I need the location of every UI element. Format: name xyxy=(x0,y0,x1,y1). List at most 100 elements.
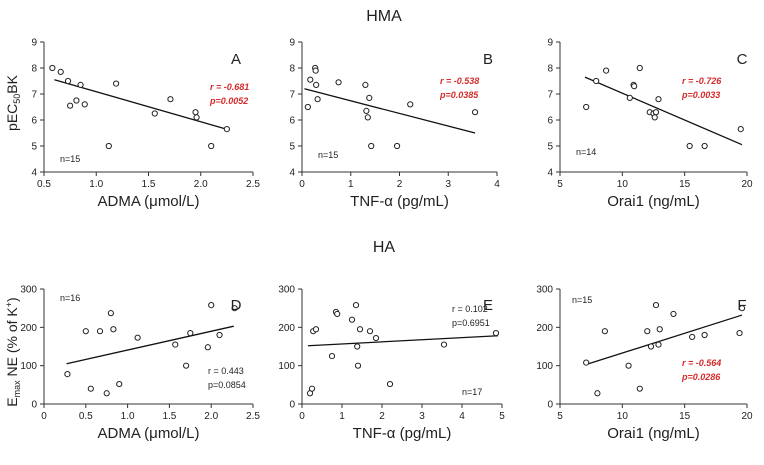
x-tick-label: 1 xyxy=(339,411,345,422)
data-point xyxy=(407,101,414,108)
data-point xyxy=(736,329,743,337)
data-point xyxy=(362,81,369,89)
x-tick-label: 3 xyxy=(445,179,451,190)
y-tick-label: 100 xyxy=(278,361,295,372)
y-tick-label: 5 xyxy=(289,142,295,153)
y-tick-label: 5 xyxy=(547,142,553,153)
data-point xyxy=(652,302,660,309)
correlation-r: r = 0.443 xyxy=(208,366,244,376)
sample-size-label: n=16 xyxy=(60,293,80,303)
panel-e: 0 1 2 3 4 5 0 100 200 300 TNF-α (pg/mL) Er = 0.102 p… xyxy=(278,285,505,443)
p-value: p=0.0854 xyxy=(208,380,246,390)
y-tick-label: 300 xyxy=(536,285,553,296)
data-point xyxy=(172,341,179,348)
x-tick-label: 0.5 xyxy=(79,411,93,422)
x-tick-label: 1.5 xyxy=(162,411,176,422)
p-value: p=0.0052 xyxy=(209,96,248,106)
data-point xyxy=(364,114,371,121)
x-tick-label: 2 xyxy=(379,411,385,422)
x-tick-label: 1.0 xyxy=(89,179,103,190)
data-point xyxy=(187,329,194,337)
x-tick-label: 3 xyxy=(419,411,425,422)
panel-letter: E xyxy=(483,297,493,314)
x-tick-label: 20 xyxy=(741,179,753,190)
panel-letter: A xyxy=(231,51,241,68)
y-tick-label: 4 xyxy=(547,168,553,179)
y-tick-label: 0 xyxy=(31,400,37,411)
data-point xyxy=(625,362,632,369)
panel-d: 0 0.5 1.0 1.5 2.0 2.5 0 100 200 300 ADMA (μmol/L) D… xyxy=(20,285,260,443)
section-title-ha: HA xyxy=(373,239,396,256)
data-point xyxy=(57,68,64,76)
panel-a: 0.5 1.0 1.5 2.0 2.5 4 5 6 7 8 9 ADMA (μmol/L) Ar = -… xyxy=(31,38,260,211)
data-point xyxy=(471,109,479,116)
data-point xyxy=(81,101,88,108)
x-tick-label: 5 xyxy=(557,411,563,422)
data-point xyxy=(594,390,601,397)
x-axis-label: Orai1 (ng/mL) xyxy=(607,425,700,442)
data-point xyxy=(192,109,199,116)
y-tick-label: 7 xyxy=(547,90,553,101)
data-point xyxy=(440,341,448,348)
data-point xyxy=(651,114,658,121)
y-axis-label-top: pEC50BK xyxy=(4,74,22,131)
data-point xyxy=(366,328,374,335)
data-point xyxy=(223,126,230,133)
data-point xyxy=(216,331,223,339)
p-value: p=0.6951 xyxy=(452,318,490,328)
data-point xyxy=(656,326,663,333)
x-tick-label: 20 xyxy=(741,411,753,422)
x-axis-label: Orai1 (ng/mL) xyxy=(607,193,700,210)
data-point xyxy=(689,333,696,341)
y-tick-label: 300 xyxy=(20,285,37,296)
x-tick-label: 0.5 xyxy=(37,179,51,190)
y-tick-label: 8 xyxy=(547,64,553,75)
data-point xyxy=(231,305,238,312)
data-point xyxy=(583,103,590,111)
correlation-r: r = -0.726 xyxy=(682,76,722,86)
x-tick-label: 15 xyxy=(679,179,691,190)
data-point xyxy=(738,305,746,312)
data-point xyxy=(103,390,110,397)
data-point xyxy=(356,326,364,333)
data-point xyxy=(328,352,336,360)
data-point xyxy=(354,362,362,369)
data-point xyxy=(701,331,708,339)
y-tick-label: 200 xyxy=(278,323,295,334)
x-tick-label: 0 xyxy=(299,179,305,190)
y-tick-label: 8 xyxy=(289,64,295,75)
data-point xyxy=(183,362,190,369)
data-point xyxy=(167,96,174,103)
y-tick-label: 5 xyxy=(31,142,37,153)
data-point xyxy=(701,142,708,150)
data-point xyxy=(626,94,633,102)
x-tick-label: 4 xyxy=(494,179,500,190)
x-tick-label: 1.0 xyxy=(121,411,135,422)
data-point xyxy=(354,343,361,350)
data-point xyxy=(737,126,744,133)
data-point xyxy=(393,142,401,150)
data-point xyxy=(603,67,610,74)
data-point xyxy=(113,80,120,87)
data-point xyxy=(583,359,590,366)
data-point xyxy=(73,97,80,104)
sample-size-label: n=17 xyxy=(462,387,482,397)
data-point xyxy=(193,114,200,121)
data-point xyxy=(96,328,104,335)
data-point xyxy=(307,76,314,83)
y-tick-label: 7 xyxy=(31,90,37,101)
x-tick-label: 5 xyxy=(557,179,563,190)
data-point xyxy=(77,81,84,89)
data-point xyxy=(686,142,693,150)
data-point xyxy=(386,380,394,388)
data-point xyxy=(82,328,89,335)
x-tick-label: 0 xyxy=(41,411,47,422)
y-axis-label-bottom: Emax NE (% of K+) xyxy=(4,297,22,406)
data-point xyxy=(313,81,320,89)
x-tick-label: 5 xyxy=(499,411,505,422)
data-point xyxy=(352,302,360,309)
data-point xyxy=(636,64,643,72)
data-point xyxy=(105,142,112,150)
